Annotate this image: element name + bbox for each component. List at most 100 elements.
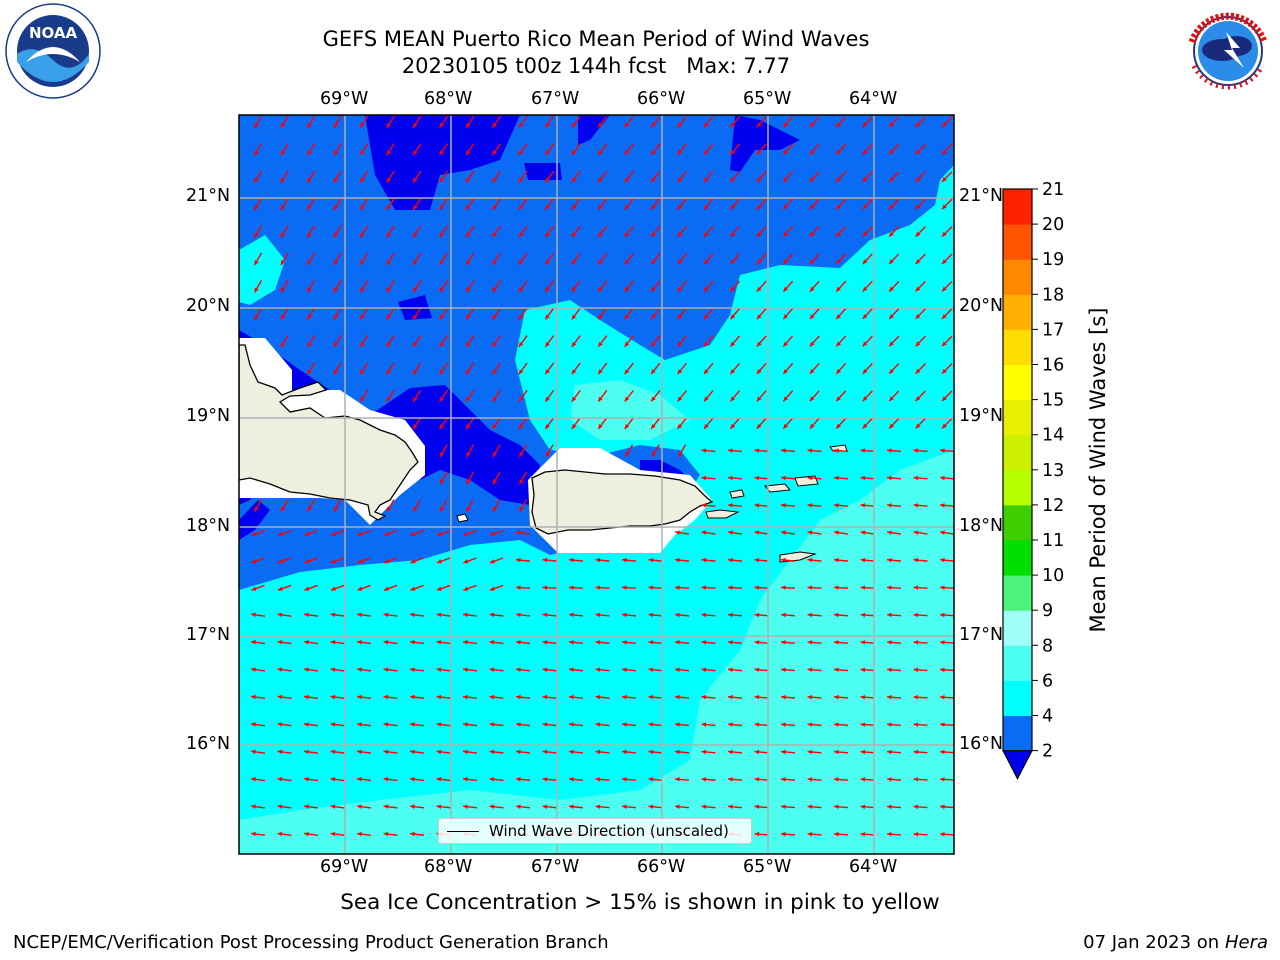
wave-arrowhead <box>915 122 921 128</box>
wave-period-field <box>239 115 954 854</box>
wave-arrowhead <box>413 424 418 430</box>
wave-arrowhead <box>440 451 445 457</box>
wave-arrowhead <box>622 640 627 645</box>
wave-arrowhead <box>386 342 392 348</box>
wave-arrowhead <box>360 177 365 183</box>
wave-arrowhead <box>783 149 789 155</box>
gridlines <box>239 115 954 854</box>
wave-arrowhead <box>360 342 365 348</box>
wave-arrowhead <box>807 503 813 508</box>
colorbar-cell <box>1003 329 1032 365</box>
wave-arrowhead <box>648 585 654 590</box>
wave-arrowhead <box>622 777 627 782</box>
wave-arrowhead <box>781 530 786 535</box>
wave-arrowhead <box>280 150 286 156</box>
wave-arrowhead <box>860 448 866 453</box>
wave-arrowhead <box>304 586 310 591</box>
wave-arrowhead <box>704 341 709 347</box>
wave-arrowhead <box>913 530 919 535</box>
wave-arrowhead <box>809 177 815 182</box>
wave-arrowhead <box>440 479 445 485</box>
wave-arrowhead <box>571 341 577 347</box>
wave-arrowhead <box>466 232 471 238</box>
wave-arrowhead <box>728 448 733 453</box>
wave-arrowhead <box>728 557 733 563</box>
wave-arrowhead <box>492 396 497 402</box>
colorbar-label: Mean Period of Wind Waves [s] <box>1086 307 1110 633</box>
wave-arrowhead <box>836 122 841 128</box>
wave-arrowhead <box>413 396 418 402</box>
wave-arrowhead <box>436 531 442 537</box>
wave-arrowhead <box>704 396 709 402</box>
wave-arrowhead <box>940 557 945 563</box>
wave-arrowhead <box>280 287 286 293</box>
wave-arrowhead <box>307 369 312 375</box>
wave-arrowhead <box>436 804 442 809</box>
puerto-rico-land <box>531 469 714 535</box>
wave-arrowhead <box>860 804 866 810</box>
wave-arrowhead <box>492 259 497 265</box>
lon-label-top-64w: 64°W <box>849 89 898 109</box>
wave-arrowhead <box>516 585 521 590</box>
wave-arrowhead <box>386 287 392 293</box>
virgin-islands-1 <box>729 489 745 499</box>
wave-arrowhead <box>754 831 760 837</box>
wave-arrowhead <box>330 531 336 537</box>
wave-arrowhead <box>518 122 524 128</box>
wave-arrowhead <box>463 640 468 645</box>
wave-arrowhead <box>889 286 894 292</box>
wave-arrowhead <box>542 722 548 727</box>
wave-arrowhead <box>809 231 815 237</box>
wave-arrowhead <box>860 831 866 837</box>
wave-arrowhead <box>518 369 524 375</box>
wave-arrowhead <box>754 475 760 481</box>
wave-arrowhead <box>887 503 892 508</box>
wave-arrowhead <box>277 694 283 700</box>
wave-arrowhead <box>783 286 789 292</box>
wave-arrowhead <box>860 530 866 535</box>
wave-arrowhead <box>756 341 762 347</box>
wave-arrowhead <box>492 122 497 128</box>
wave-arrowhead <box>410 559 416 564</box>
wave-arrowhead <box>940 722 945 727</box>
wave-arrowhead <box>624 286 630 292</box>
wave-arrowhead <box>915 177 921 182</box>
map-frame <box>238 114 955 855</box>
wave-arrowhead <box>518 150 524 156</box>
wave-arrowhead <box>542 749 548 755</box>
wave-arrowhead <box>413 150 418 156</box>
wave-arrowhead <box>357 559 363 564</box>
wave-arrowhead <box>439 232 444 238</box>
wave-arrowhead <box>675 694 680 700</box>
colorbar-under-arrow <box>1002 750 1033 780</box>
wave-arrowhead <box>754 448 760 453</box>
wave-arrowhead <box>728 530 733 535</box>
lat-label-left-16n: 16°N <box>186 734 231 754</box>
wave-arrowhead <box>410 586 416 591</box>
wave-arrowhead <box>836 231 841 237</box>
wave-arrowhead <box>704 149 709 155</box>
wave-arrowhead <box>413 205 418 211</box>
colorbar-tick-label: 21 <box>1042 180 1064 200</box>
wave-arrowhead <box>834 749 839 755</box>
wave-arrowhead <box>860 475 866 481</box>
wave-arrowhead <box>622 557 627 563</box>
wave-arrowhead <box>887 749 892 755</box>
footer-branch: NCEP/EMC/Verification Post Processing Pr… <box>13 932 609 953</box>
wave-arrowhead <box>542 694 548 700</box>
wave-arrowhead <box>357 804 362 809</box>
wave-arrowhead <box>807 694 813 700</box>
wave-arrowhead <box>277 804 283 809</box>
wave-arrowhead <box>675 557 680 563</box>
wave-arrowhead <box>463 531 469 537</box>
wave-arrowhead <box>569 749 574 755</box>
wave-arrowhead <box>754 694 760 700</box>
wave-arrowhead <box>648 557 654 563</box>
wave-arrowhead <box>915 149 921 155</box>
wave-arrowhead <box>887 831 892 837</box>
wave-arrowhead <box>887 667 892 673</box>
wave-arrowhead <box>836 341 841 347</box>
colorbar-cell <box>1003 259 1032 295</box>
wave-arrowhead <box>730 396 736 402</box>
wave-arrowhead <box>413 232 418 238</box>
